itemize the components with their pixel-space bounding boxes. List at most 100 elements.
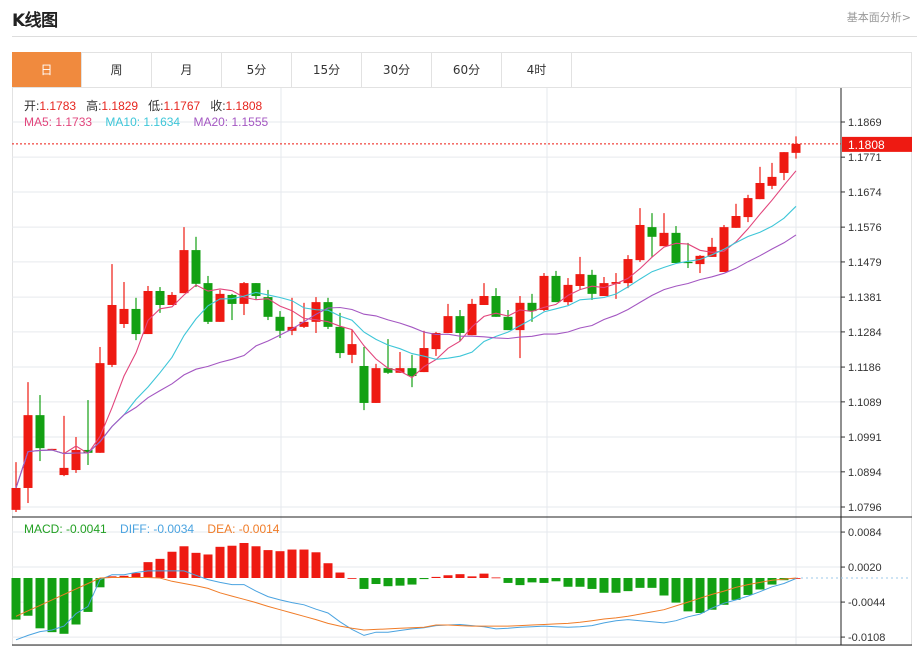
ma20-line [15, 234, 797, 489]
tab-15min[interactable]: 15分 [292, 52, 362, 88]
candlestick [683, 242, 693, 269]
macd-histogram-bar [191, 552, 201, 578]
macd-histogram-bar [71, 578, 81, 625]
candlestick [119, 282, 129, 328]
candle-body [743, 198, 753, 218]
candle-body [683, 261, 693, 264]
candle-body [587, 274, 597, 294]
macd-histogram-bar [575, 578, 585, 587]
candlestick [215, 289, 225, 322]
candle-body [83, 449, 93, 453]
page-title: K线图 [12, 11, 58, 31]
tab-month[interactable]: 月 [152, 52, 222, 88]
price-tick-label: 1.1284 [848, 327, 882, 339]
candle-body [611, 282, 621, 284]
macd-tick-label: 0.0084 [848, 527, 882, 539]
price-tick-label: 1.1089 [848, 397, 882, 409]
macd-histogram-bar [47, 578, 57, 633]
candlestick [179, 227, 189, 294]
candle-body [191, 250, 201, 284]
candlestick [659, 213, 669, 247]
tab-4hour[interactable]: 4时 [502, 52, 572, 88]
macd-histogram-bar [359, 578, 369, 589]
dea-line [15, 577, 797, 631]
candle-body [167, 294, 177, 305]
candle-body [443, 316, 453, 333]
candle-body [455, 316, 465, 333]
candlestick [731, 203, 741, 228]
candlestick [143, 285, 153, 335]
tab-week[interactable]: 周 [82, 52, 152, 88]
macd-histogram-bar [503, 578, 513, 583]
macd-histogram-bar [59, 578, 69, 634]
macd-histogram-bar [383, 578, 393, 587]
candlestick [395, 351, 405, 373]
macd-tick-label: -0.0108 [848, 632, 885, 644]
candle-body [11, 487, 21, 510]
candle-body [623, 259, 633, 284]
ma10-line [15, 205, 797, 489]
candlestick [335, 312, 345, 359]
macd-histogram-bar [179, 546, 189, 578]
candlestick [647, 213, 657, 257]
macd-histogram-bar [347, 578, 357, 579]
candle-body [599, 283, 609, 297]
ma5-line [15, 170, 797, 489]
close-value: 1.1808 [225, 99, 263, 113]
high-value: 1.1829 [101, 99, 139, 113]
candlestick [671, 226, 681, 264]
candle-body [731, 216, 741, 228]
header-divider [12, 36, 917, 37]
candlestick [503, 310, 513, 331]
candle-body [35, 415, 45, 449]
tab-60min[interactable]: 60分 [432, 52, 502, 88]
candle-body [563, 284, 573, 303]
candlestick [707, 237, 717, 257]
macd-histogram-bar [155, 558, 165, 578]
macd-histogram-bar [215, 546, 225, 578]
macd-histogram-bar [167, 551, 177, 578]
low-value: 1.1767 [163, 99, 201, 113]
macd-histogram-bar [395, 578, 405, 586]
tab-day[interactable]: 日 [12, 52, 82, 88]
macd-histogram-bar [695, 578, 705, 614]
candlestick [275, 311, 285, 338]
price-tick-label: 1.1771 [848, 152, 882, 164]
macd-histogram-bar [23, 578, 33, 616]
macd-histogram-bar [731, 578, 741, 600]
candlestick [623, 255, 633, 289]
diff-value: DIFF: -0.0034 [120, 522, 195, 536]
candle-body [227, 294, 237, 304]
candlestick [131, 297, 141, 341]
candle-body [491, 296, 501, 317]
candlestick [323, 297, 333, 330]
price-tick-label: 1.1869 [848, 117, 882, 129]
candlestick [743, 194, 753, 223]
candlestick [587, 269, 597, 300]
candlestick [467, 298, 477, 336]
candlestick [575, 256, 585, 290]
candlestick [539, 273, 549, 312]
tab-5min[interactable]: 5分 [222, 52, 292, 88]
macd-histogram-bar [275, 551, 285, 578]
ma20-value: MA20: 1.1555 [193, 115, 269, 129]
dea-value: DEA: -0.0014 [207, 522, 280, 536]
macd-histogram-bar [539, 578, 549, 583]
candle-body [539, 275, 549, 311]
candle-body [275, 316, 285, 331]
candle-body [263, 297, 273, 317]
candlestick [23, 382, 33, 504]
macd-histogram-bar [707, 578, 717, 610]
candle-body [671, 232, 681, 264]
tab-30min[interactable]: 30分 [362, 52, 432, 88]
period-tabs: 日 周 月 5分 15分 30分 60分 4时 [12, 52, 572, 88]
macd-histogram-bar [467, 576, 477, 578]
candlestick [551, 270, 561, 303]
fundamental-analysis-link[interactable]: 基本面分析> [846, 11, 911, 24]
candlestick [71, 437, 81, 473]
macd-histogram-bar [587, 578, 597, 589]
low-label: 低: [148, 99, 164, 113]
candlestick [203, 275, 213, 325]
candlestick [359, 346, 369, 411]
